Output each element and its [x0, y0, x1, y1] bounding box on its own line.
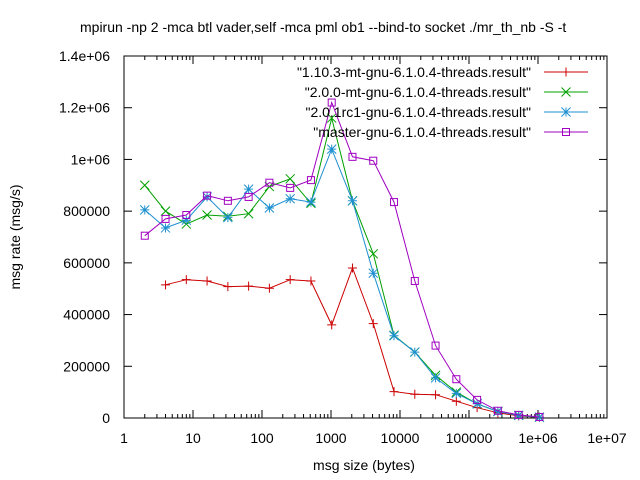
- series-3-point: [390, 198, 399, 207]
- series-2-point: [368, 268, 379, 279]
- series-0-point: [161, 280, 171, 290]
- series-2-point: [223, 212, 233, 223]
- series-3-point: [452, 375, 461, 384]
- series-1-point: [160, 206, 171, 216]
- plot-border: [123, 55, 608, 419]
- series-0-line: [165, 266, 540, 418]
- legend-label-2: "2.0.1rc1-gnu-6.1.0.4-threads.result": [305, 104, 531, 120]
- x-tick-label-7: 1e+07: [587, 430, 627, 446]
- series-0-point: [347, 263, 357, 273]
- series-2: [139, 144, 545, 423]
- y-tick-label-6: 1.2e+06: [59, 100, 110, 116]
- series-3-point: [535, 412, 544, 421]
- series-0-point: [223, 282, 233, 292]
- series-3-line: [144, 100, 540, 418]
- series-0-point: [368, 319, 378, 329]
- series-3-point: [161, 214, 170, 223]
- series-0-point: [410, 389, 420, 399]
- series-2-point: [534, 412, 545, 423]
- series-2-point: [430, 373, 441, 383]
- x-tick-label-2: 100: [250, 430, 274, 446]
- y-axis-label: msg rate (msg/s): [7, 184, 23, 289]
- series-3-point: [493, 406, 502, 415]
- series-1-point: [202, 210, 212, 220]
- x-tick-label-0: 1: [120, 430, 128, 446]
- series-0-point: [244, 281, 254, 291]
- series-3-point: [244, 192, 253, 201]
- series-3-point: [265, 178, 274, 187]
- y-tick-label-7: 1.4e+06: [59, 48, 110, 64]
- series-2-line: [144, 147, 540, 418]
- series-0-point: [327, 320, 337, 330]
- series-2-point: [160, 223, 171, 233]
- series-2-point: [451, 388, 462, 399]
- series-2-point: [493, 406, 503, 417]
- legend-marker-0: [561, 67, 571, 77]
- series-2-point: [243, 184, 254, 195]
- series-2-point: [285, 193, 296, 204]
- series-2-point: [306, 197, 316, 207]
- y-tick-label-2: 400000: [63, 307, 110, 323]
- series-2-point: [347, 195, 358, 206]
- x-tick-label-1: 10: [185, 430, 201, 446]
- series-3-point: [473, 395, 482, 404]
- series-1: [139, 113, 545, 423]
- series-0-point: [431, 390, 441, 400]
- series-3-point: [140, 231, 149, 240]
- series-2-point: [202, 192, 212, 202]
- series-3-point: [514, 410, 523, 419]
- series-0-point: [451, 396, 461, 406]
- series-2-point: [139, 204, 150, 215]
- series-3-point: [306, 176, 315, 185]
- x-tick-label-6: 1e+06: [518, 430, 558, 446]
- series-2-point: [181, 215, 192, 226]
- series-2-point: [326, 144, 337, 154]
- series-1-line: [144, 117, 540, 418]
- series-0-point: [264, 283, 274, 293]
- series-3-point: [223, 196, 232, 205]
- series-3-point: [410, 276, 419, 285]
- series-2-point: [389, 330, 399, 341]
- legend-label-0: "1.10.3-mt-gnu-6.1.0.4-threads.result": [297, 64, 531, 80]
- legend-label-1: "2.0.0-mt-gnu-6.1.0.4-threads.result": [305, 84, 531, 100]
- legend-marker-1: [561, 87, 571, 97]
- chart-title: mpirun -np 2 -mca btl vader,self -mca pm…: [80, 19, 566, 35]
- series-0-point: [285, 275, 295, 285]
- x-tick-label-4: 10000: [381, 430, 420, 446]
- series-0-point: [306, 276, 316, 286]
- series-0-point: [181, 275, 191, 285]
- series-3-point: [431, 341, 440, 350]
- series-3: [140, 98, 544, 421]
- y-tick-label-1: 200000: [63, 358, 110, 374]
- series-1-point: [368, 248, 379, 259]
- x-tick-label-5: 100000: [446, 430, 493, 446]
- legend-label-3: "master-gnu-6.1.0.4-threads.result": [313, 124, 531, 140]
- series-1-point: [139, 180, 150, 191]
- series-3-point: [369, 156, 378, 165]
- y-tick-label-0: 0: [102, 410, 110, 426]
- series-0-point: [202, 276, 212, 286]
- series-1-point: [243, 208, 254, 219]
- series-3-point: [203, 191, 212, 200]
- series-0-point: [389, 387, 399, 397]
- series-2-point: [409, 347, 420, 357]
- y-tick-label-5: 1e+06: [71, 151, 111, 167]
- x-axis-label: msg size (bytes): [313, 457, 415, 473]
- series-0: [161, 263, 544, 422]
- legend-marker-3: [562, 128, 570, 136]
- series-1-point: [285, 173, 296, 184]
- y-tick-label-4: 800000: [63, 203, 110, 219]
- series-2-point: [264, 203, 275, 213]
- series-3-point: [348, 152, 357, 161]
- series-2-point: [513, 410, 524, 421]
- series-3-point: [327, 98, 336, 107]
- legend-marker-2: [561, 107, 571, 117]
- x-tick-label-3: 1000: [315, 430, 346, 446]
- series-3-point: [182, 211, 191, 220]
- y-tick-label-3: 600000: [63, 255, 110, 271]
- series-3-point: [286, 183, 295, 192]
